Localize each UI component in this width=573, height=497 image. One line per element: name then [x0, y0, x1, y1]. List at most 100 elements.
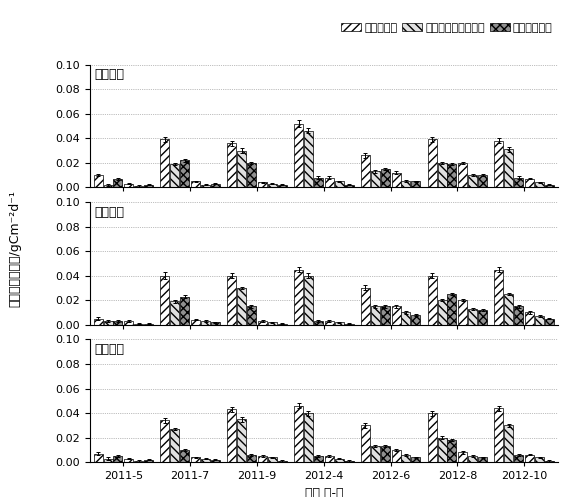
Bar [160, 140, 170, 187]
Bar [325, 177, 334, 187]
Bar [294, 124, 303, 187]
Bar [258, 456, 267, 462]
Bar [237, 419, 246, 462]
Bar [180, 161, 189, 187]
Bar [170, 429, 179, 462]
Bar [314, 177, 323, 187]
Bar [525, 313, 534, 325]
Bar [144, 460, 153, 462]
Bar [227, 276, 236, 325]
Bar [113, 456, 123, 462]
Bar [494, 408, 504, 462]
Bar [124, 184, 134, 187]
Bar [458, 300, 468, 325]
Bar [191, 181, 200, 187]
Bar [335, 323, 344, 325]
Bar [545, 185, 554, 187]
Bar [514, 455, 523, 462]
Text: 藓类结皮: 藓类结皮 [95, 68, 124, 82]
Bar [391, 306, 401, 325]
Bar [361, 288, 370, 325]
Bar [160, 276, 170, 325]
Bar [201, 459, 210, 462]
Bar [278, 324, 286, 325]
Bar [361, 156, 370, 187]
Bar [227, 410, 236, 462]
Bar [371, 446, 380, 462]
Bar [191, 457, 200, 462]
Bar [247, 163, 256, 187]
Bar [227, 143, 236, 187]
Bar [438, 438, 446, 462]
Bar [278, 185, 286, 187]
X-axis label: 时间 年-月: 时间 年-月 [304, 487, 343, 497]
Bar [144, 185, 153, 187]
Bar [344, 324, 354, 325]
Bar [391, 172, 401, 187]
Bar [514, 177, 523, 187]
Bar [545, 319, 554, 325]
Bar [144, 324, 153, 325]
Bar [134, 324, 143, 325]
Bar [391, 450, 401, 462]
Bar [468, 456, 477, 462]
Bar [468, 175, 477, 187]
Bar [325, 456, 334, 462]
Bar [335, 181, 344, 187]
Bar [124, 321, 134, 325]
Bar [545, 461, 554, 462]
Bar [124, 459, 134, 462]
Bar [201, 185, 210, 187]
Bar [160, 420, 170, 462]
Bar [361, 425, 370, 462]
Bar [304, 276, 313, 325]
Bar [380, 306, 390, 325]
Bar [427, 140, 437, 187]
Bar [514, 306, 523, 325]
Bar [458, 163, 468, 187]
Text: 日累计碳释放量/gCm⁻²d⁻¹: 日累计碳释放量/gCm⁻²d⁻¹ [9, 190, 22, 307]
Bar [448, 440, 456, 462]
Bar [411, 315, 421, 325]
Bar [325, 321, 334, 325]
Text: 混生结皮: 混生结皮 [95, 343, 124, 356]
Bar [478, 175, 487, 187]
Bar [380, 446, 390, 462]
Bar [468, 309, 477, 325]
Bar [170, 164, 179, 187]
Bar [535, 182, 544, 187]
Bar [237, 288, 246, 325]
Bar [104, 185, 112, 187]
Bar [268, 184, 277, 187]
Bar [180, 297, 189, 325]
Bar [535, 316, 544, 325]
Bar [304, 413, 313, 462]
Bar [304, 131, 313, 187]
Bar [438, 300, 446, 325]
Bar [448, 164, 456, 187]
Bar [294, 269, 303, 325]
Bar [478, 457, 487, 462]
Legend: 总土壤呼吸, 生物土壤结皮层呼吸, 土壤基础呼吸: 总土壤呼吸, 生物土壤结皮层呼吸, 土壤基础呼吸 [337, 18, 557, 37]
Bar [438, 163, 446, 187]
Bar [427, 413, 437, 462]
Bar [113, 321, 123, 325]
Bar [180, 450, 189, 462]
Bar [427, 276, 437, 325]
Bar [93, 319, 103, 325]
Bar [535, 457, 544, 462]
Bar [170, 302, 179, 325]
Bar [191, 320, 200, 325]
Bar [134, 461, 143, 462]
Bar [247, 306, 256, 325]
Bar [458, 452, 468, 462]
Bar [494, 269, 504, 325]
Bar [314, 321, 323, 325]
Bar [402, 181, 410, 187]
Bar [104, 321, 112, 325]
Bar [113, 179, 123, 187]
Bar [402, 455, 410, 462]
Bar [525, 179, 534, 187]
Bar [478, 310, 487, 325]
Bar [278, 461, 286, 462]
